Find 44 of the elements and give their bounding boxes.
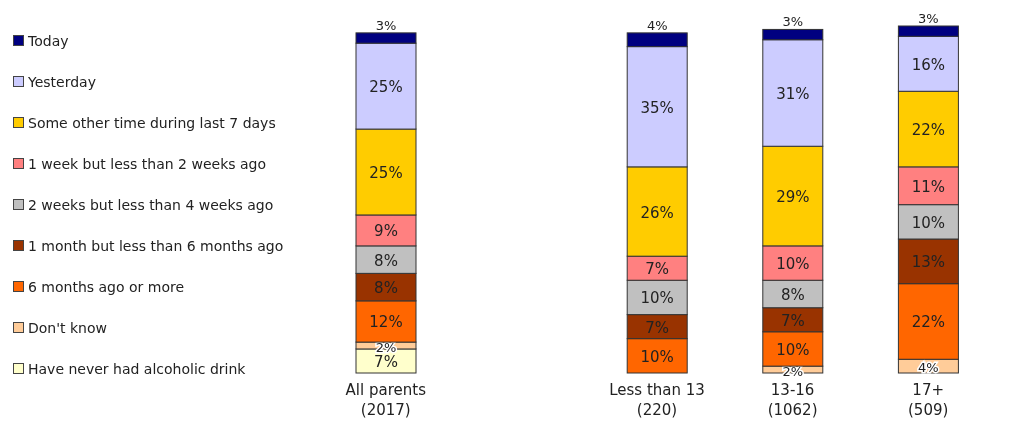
data-label: 7% <box>645 260 670 279</box>
legend-label: 6 months ago or more <box>28 278 185 295</box>
data-label: 7% <box>374 352 398 371</box>
data-label: 29% <box>776 188 810 207</box>
data-label: 13% <box>911 253 946 272</box>
data-label: 11% <box>911 177 946 196</box>
data-label: 4% <box>918 360 939 376</box>
legend-label: 2 weeks but less than 4 weeks ago <box>28 196 274 213</box>
data-label: 10% <box>911 213 946 232</box>
data-label: 8% <box>374 279 398 298</box>
data-label: 22% <box>911 121 946 140</box>
x-tick-label: 13-16 (1062) <box>767 381 818 419</box>
data-label: 8% <box>374 251 398 270</box>
data-label: 3% <box>782 14 804 30</box>
legend-label: Yesterday <box>28 73 96 90</box>
data-label: 7% <box>780 311 805 330</box>
x-tick-label: 17+ (509) <box>908 381 949 419</box>
legend-label: 1 month but less than 6 months ago <box>28 237 284 254</box>
data-label: 26% <box>640 203 674 222</box>
legend-label: Some other time during last 7 days <box>28 114 276 131</box>
data-label: 35% <box>640 98 674 117</box>
data-label: 8% <box>780 285 805 304</box>
legend-label: Have never had alcoholic drink <box>28 360 246 377</box>
legend-label: 1 week but less than 2 weeks ago <box>28 155 267 172</box>
x-tick-label: Less than 13 (220) <box>609 381 705 419</box>
data-label: 12% <box>369 313 403 332</box>
data-label: 10% <box>640 289 674 308</box>
data-label: 2% <box>782 363 804 379</box>
legend-label: Don't know <box>28 319 108 336</box>
data-label: 16% <box>911 55 946 74</box>
data-label: 10% <box>776 340 810 359</box>
data-label: 3% <box>918 11 939 26</box>
data-label: 3% <box>375 17 397 33</box>
data-label: 10% <box>776 255 810 274</box>
data-label: 4% <box>646 17 668 33</box>
data-label: 10% <box>640 347 674 366</box>
legend-label: Today <box>28 32 69 49</box>
data-label: 9% <box>374 222 398 241</box>
data-label: 25% <box>369 164 403 183</box>
data-label: 7% <box>645 318 670 337</box>
data-label: 25% <box>369 78 403 97</box>
data-label: 22% <box>911 313 946 332</box>
data-label: 31% <box>776 85 810 103</box>
x-tick-label: All parents (2017) <box>345 381 427 419</box>
